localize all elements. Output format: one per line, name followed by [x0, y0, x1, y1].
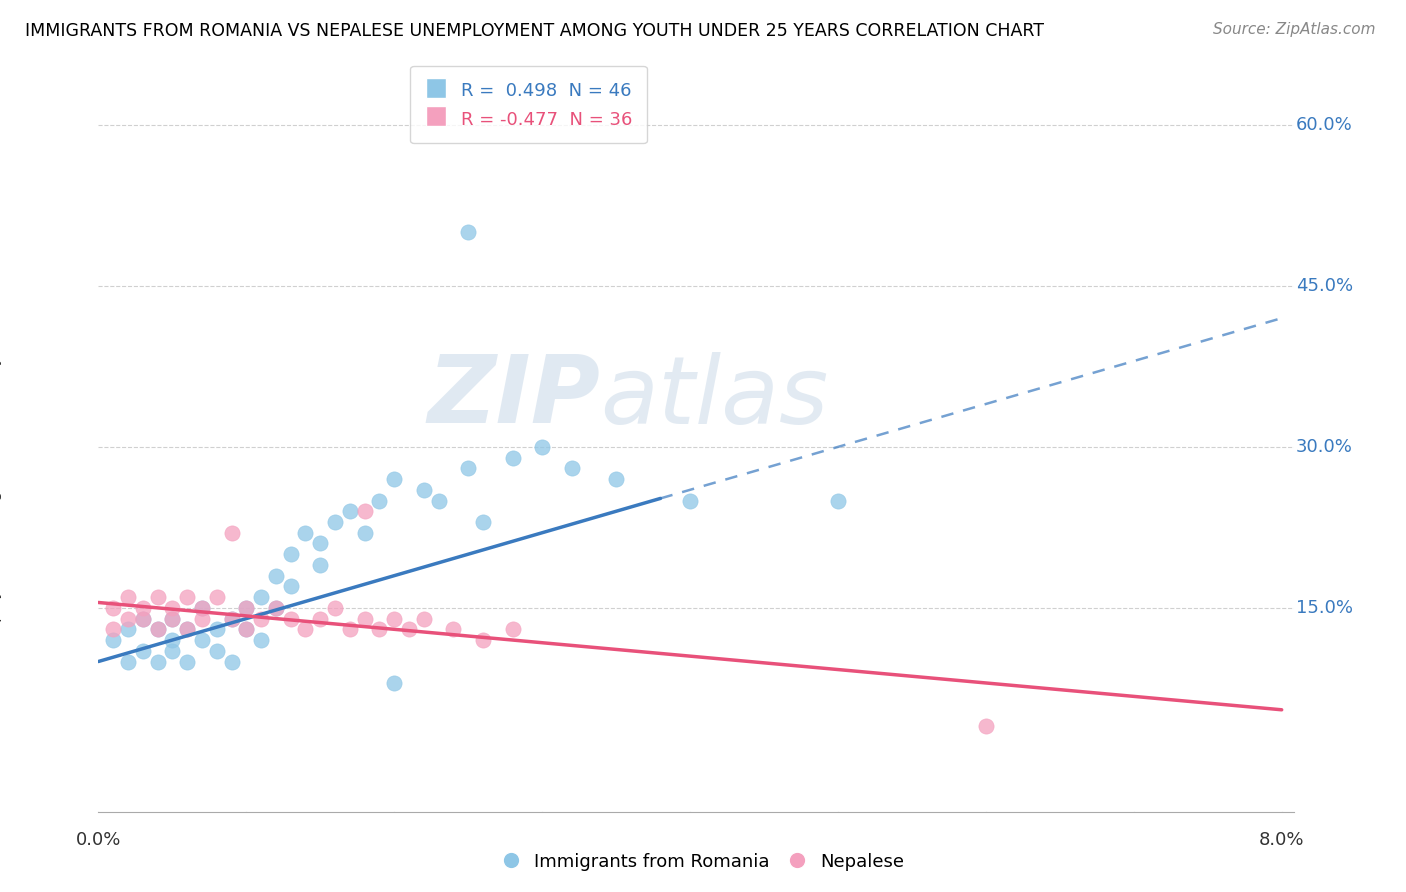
Point — [250, 633, 273, 648]
Point — [382, 472, 405, 486]
Point — [309, 536, 332, 550]
Point — [162, 600, 184, 615]
Point — [176, 623, 198, 637]
Text: 15.0%: 15.0% — [1296, 599, 1353, 617]
Point — [176, 623, 198, 637]
Point — [353, 611, 375, 625]
Point — [103, 623, 125, 637]
Text: IMMIGRANTS FROM ROMANIA VS NEPALESE UNEMPLOYMENT AMONG YOUTH UNDER 25 YEARS CORR: IMMIGRANTS FROM ROMANIA VS NEPALESE UNEM… — [25, 22, 1045, 40]
Point — [146, 590, 169, 604]
Point — [264, 568, 287, 582]
Point — [132, 611, 155, 625]
Point — [561, 461, 583, 475]
Point — [250, 590, 273, 604]
Legend: Immigrants from Romania, Nepalese: Immigrants from Romania, Nepalese — [495, 845, 911, 879]
Point — [264, 600, 287, 615]
Text: 60.0%: 60.0% — [1296, 116, 1353, 134]
Point — [457, 461, 479, 475]
Point — [368, 623, 391, 637]
Point — [382, 611, 405, 625]
Text: Unemployment Among Youth under 25 years: Unemployment Among Youth under 25 years — [0, 323, 3, 667]
Point — [205, 644, 228, 658]
Point — [441, 623, 464, 637]
Point — [132, 644, 155, 658]
Point — [353, 504, 375, 518]
Point — [280, 611, 302, 625]
Point — [294, 525, 316, 540]
Point — [250, 611, 273, 625]
Point — [205, 590, 228, 604]
Point — [353, 525, 375, 540]
Point — [205, 623, 228, 637]
Point — [264, 600, 287, 615]
Point — [323, 515, 346, 529]
Point — [221, 655, 243, 669]
Point — [827, 493, 849, 508]
Text: 8.0%: 8.0% — [1258, 831, 1305, 849]
Text: 30.0%: 30.0% — [1296, 438, 1353, 456]
Point — [472, 515, 495, 529]
Point — [235, 600, 257, 615]
Text: 45.0%: 45.0% — [1296, 277, 1353, 295]
Point — [457, 225, 479, 239]
Point — [235, 623, 257, 637]
Point — [531, 440, 554, 454]
Point — [221, 525, 243, 540]
Point — [162, 611, 184, 625]
Point — [103, 633, 125, 648]
Point — [176, 655, 198, 669]
Point — [368, 493, 391, 508]
Legend: R =  0.498  N = 46, R = -0.477  N = 36: R = 0.498 N = 46, R = -0.477 N = 36 — [411, 66, 647, 144]
Point — [398, 623, 420, 637]
Point — [176, 590, 198, 604]
Point — [309, 558, 332, 572]
Point — [117, 655, 139, 669]
Text: atlas: atlas — [600, 351, 828, 442]
Text: Source: ZipAtlas.com: Source: ZipAtlas.com — [1212, 22, 1375, 37]
Point — [191, 600, 214, 615]
Point — [132, 611, 155, 625]
Point — [191, 611, 214, 625]
Point — [502, 623, 524, 637]
Point — [162, 611, 184, 625]
Point — [117, 590, 139, 604]
Point — [339, 623, 361, 637]
Point — [472, 633, 495, 648]
Point — [146, 623, 169, 637]
Point — [339, 504, 361, 518]
Point — [221, 611, 243, 625]
Point — [221, 611, 243, 625]
Point — [294, 623, 316, 637]
Point — [382, 676, 405, 690]
Point — [974, 719, 997, 733]
Point — [103, 600, 125, 615]
Point — [235, 623, 257, 637]
Text: ZIP: ZIP — [427, 351, 600, 443]
Point — [132, 600, 155, 615]
Text: 0.0%: 0.0% — [76, 831, 121, 849]
Point — [117, 623, 139, 637]
Point — [502, 450, 524, 465]
Point — [412, 611, 434, 625]
Point — [427, 493, 450, 508]
Point — [280, 547, 302, 561]
Point — [323, 600, 346, 615]
Point — [235, 600, 257, 615]
Point — [146, 655, 169, 669]
Point — [191, 600, 214, 615]
Point — [605, 472, 627, 486]
Point — [117, 611, 139, 625]
Point — [146, 623, 169, 637]
Point — [162, 644, 184, 658]
Point — [309, 611, 332, 625]
Point — [191, 633, 214, 648]
Point — [162, 633, 184, 648]
Point — [679, 493, 702, 508]
Point — [412, 483, 434, 497]
Point — [280, 579, 302, 593]
